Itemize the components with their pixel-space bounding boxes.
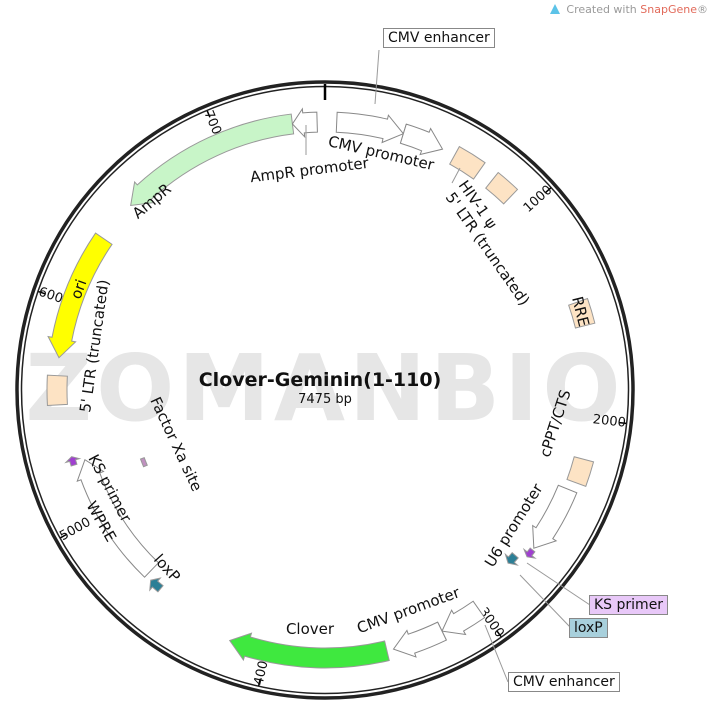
feature-loxp-2[interactable] — [149, 577, 164, 593]
tick-mark — [619, 421, 627, 425]
feature-loxp-1[interactable] — [504, 551, 519, 566]
label-ori: ori — [67, 277, 91, 301]
callout-cmv-enhancer-bottom[interactable]: CMV enhancer — [508, 672, 620, 692]
feature-wpre[interactable] — [76, 458, 160, 578]
leader-cmv-enhancer-bottom — [484, 624, 509, 683]
tick-mark — [545, 187, 552, 194]
snapgene-credit: Created with SnapGene® — [550, 3, 708, 16]
feature-cmv-enhancer-2[interactable] — [441, 600, 486, 636]
feature-ampr-promoter[interactable] — [291, 107, 318, 139]
tick-mark — [206, 110, 211, 118]
feature-ampr[interactable] — [130, 113, 295, 207]
feature-ks-primer-2[interactable] — [64, 456, 82, 467]
callout-lines — [305, 49, 591, 683]
watermark: ZOMANBIO — [25, 335, 624, 442]
feature-hiv-psi[interactable] — [485, 171, 519, 205]
tick-label: 2000 — [592, 412, 627, 431]
label-clover: Clover — [286, 620, 335, 638]
feature-factor-xa[interactable] — [139, 457, 148, 468]
tick-mark — [496, 630, 502, 638]
label-ampr-promoter: AmpR promoter — [249, 154, 370, 186]
feature-ori[interactable] — [47, 232, 113, 359]
tick-mark — [257, 678, 261, 686]
callout-loxp[interactable]: loxP — [569, 618, 608, 638]
plasmid-length: 7475 bp — [298, 392, 352, 407]
feature-ks-primer-1[interactable] — [522, 547, 537, 559]
tick-mark — [60, 533, 67, 539]
feature-cmv-enhancer-1[interactable] — [335, 111, 405, 144]
feature-rre[interactable] — [568, 297, 596, 329]
feature-ltr5-2[interactable] — [46, 374, 68, 407]
plasmid-name: Clover-Geminin(1-110) — [199, 369, 442, 391]
feature-cmv-promoter-2[interactable] — [392, 621, 448, 658]
label-rre: RRE — [568, 295, 593, 329]
feature-ltr5-1[interactable] — [448, 145, 486, 180]
feature-cmv-promoter-1[interactable] — [399, 123, 444, 156]
callout-cmv-enhancer-top[interactable]: CMV enhancer — [383, 28, 495, 48]
feature-u6[interactable] — [532, 484, 578, 549]
leader-cmv-enhancer-top — [374, 49, 380, 105]
leader-ltr — [451, 167, 461, 184]
tick-label: 5000 — [57, 515, 93, 544]
backbone-ring — [15, 80, 635, 700]
features — [46, 107, 596, 669]
feature-clover[interactable] — [228, 632, 390, 669]
backbone-outer — [15, 80, 635, 700]
callout-ks-primer[interactable]: KS primer — [589, 595, 669, 615]
tick-mark — [38, 290, 46, 295]
feature-cppt[interactable] — [566, 456, 595, 488]
tick-label: 3000 — [475, 605, 506, 641]
snapgene-logo-icon — [550, 4, 561, 14]
leader-loxp — [519, 574, 571, 628]
leader-ks-primer — [526, 562, 591, 606]
